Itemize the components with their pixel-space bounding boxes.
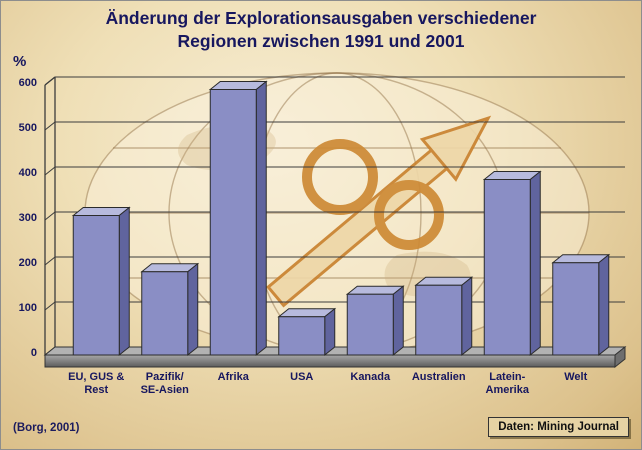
chart-title-line2: Regionen zwischen 1991 und 2001 xyxy=(177,31,465,51)
data-source-value: Mining Journal xyxy=(537,421,619,433)
y-axis-unit-label: % xyxy=(13,53,27,70)
y-tick-label: 400 xyxy=(18,167,37,179)
y-axis-wall xyxy=(44,76,56,86)
arrow-head-icon xyxy=(419,115,492,182)
bar-latein xyxy=(483,179,531,356)
bar-kanada-side xyxy=(392,285,404,357)
plot-area xyxy=(43,76,627,369)
y-tick-label: 0 xyxy=(30,347,37,359)
gridline-tick xyxy=(44,301,56,311)
chart-title-line1: Änderung der Explorationsausgaben versch… xyxy=(105,8,537,28)
bar-afrika-side xyxy=(255,80,267,357)
y-tick-label: 600 xyxy=(18,77,37,89)
percent-arrow-art xyxy=(266,115,492,308)
percent-circle-bottom xyxy=(374,180,444,250)
gridline-tick xyxy=(44,166,56,176)
data-source-label: Daten: xyxy=(498,421,535,433)
source-credit: (Borg, 2001) xyxy=(13,422,80,434)
bar-kanada xyxy=(346,293,394,356)
bar-pazifik xyxy=(141,271,189,356)
bar-eu-gus-side xyxy=(118,206,130,357)
floor-front xyxy=(44,354,616,368)
bar-eu-gus xyxy=(72,215,120,356)
gridline-tick xyxy=(44,256,56,266)
bar-latein-side xyxy=(529,170,541,357)
y-tick-label: 500 xyxy=(18,122,37,134)
y-tick-label: 200 xyxy=(18,257,37,269)
floor-side xyxy=(614,345,626,369)
y-tick-label: 100 xyxy=(18,302,37,314)
bar-usa-side xyxy=(324,307,336,357)
y-tick-label: 300 xyxy=(18,212,37,224)
gridline-tick xyxy=(44,121,56,131)
bar-welt-side xyxy=(598,253,610,357)
data-source-box: Daten: Mining Journal xyxy=(488,417,629,437)
bar-usa xyxy=(278,316,326,356)
gridline-tick xyxy=(44,211,56,221)
percent-circle-top xyxy=(302,139,378,215)
chart-title: Änderung der Explorationsausgaben versch… xyxy=(1,7,641,53)
bar-afrika xyxy=(209,89,257,356)
bar-pazifik-side xyxy=(187,262,199,357)
bar-australien-side xyxy=(461,276,473,357)
bar-australien xyxy=(415,284,463,356)
bar-welt xyxy=(552,262,600,356)
